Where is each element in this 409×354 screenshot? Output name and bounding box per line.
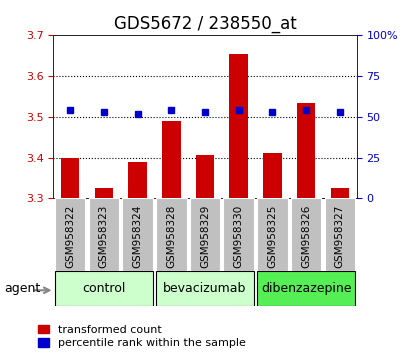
Text: GSM958328: GSM958328 bbox=[166, 204, 176, 268]
Bar bbox=[330, 188, 348, 198]
Bar bbox=[290, 198, 321, 271]
Text: GSM958322: GSM958322 bbox=[65, 204, 75, 268]
Text: GSM958330: GSM958330 bbox=[233, 204, 243, 268]
Text: GSM958323: GSM958323 bbox=[99, 204, 109, 268]
Bar bbox=[189, 198, 220, 271]
Title: GDS5672 / 238550_at: GDS5672 / 238550_at bbox=[113, 15, 296, 33]
Bar bbox=[324, 198, 354, 271]
Bar bbox=[229, 54, 247, 198]
Legend: transformed count, percentile rank within the sample: transformed count, percentile rank withi… bbox=[38, 325, 246, 348]
Bar bbox=[155, 271, 254, 306]
Text: GSM958324: GSM958324 bbox=[132, 204, 142, 268]
Bar bbox=[162, 121, 180, 198]
Text: GSM958325: GSM958325 bbox=[267, 204, 277, 268]
Text: bevacizumab: bevacizumab bbox=[163, 282, 246, 295]
Bar bbox=[195, 155, 214, 198]
Text: GSM958329: GSM958329 bbox=[200, 204, 209, 268]
Text: dibenzazepine: dibenzazepine bbox=[260, 282, 351, 295]
Bar bbox=[122, 198, 153, 271]
Bar bbox=[263, 153, 281, 198]
Text: GSM958326: GSM958326 bbox=[300, 204, 310, 268]
Bar bbox=[155, 198, 186, 271]
Bar bbox=[256, 271, 354, 306]
Bar bbox=[61, 158, 79, 198]
Bar bbox=[128, 161, 146, 198]
Text: control: control bbox=[82, 282, 125, 295]
Bar bbox=[94, 188, 113, 198]
Text: agent: agent bbox=[4, 282, 40, 295]
Bar bbox=[55, 198, 85, 271]
Bar bbox=[296, 103, 315, 198]
Bar bbox=[55, 271, 153, 306]
Text: GSM958327: GSM958327 bbox=[334, 204, 344, 268]
Bar bbox=[256, 198, 287, 271]
Bar bbox=[223, 198, 254, 271]
Bar bbox=[88, 198, 119, 271]
